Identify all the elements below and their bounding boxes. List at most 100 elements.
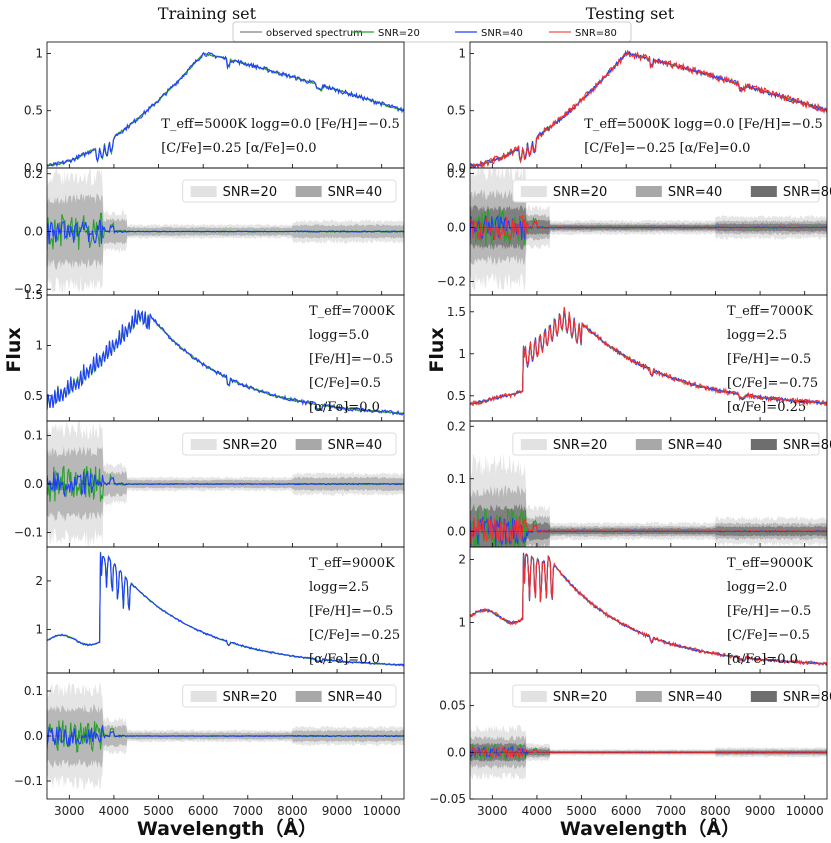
band-legend-label-snr20: SNR=20 [553,690,607,705]
band-legend-label-snr40: SNR=40 [668,690,722,705]
plot-area-L6 [47,682,404,790]
annotation-R3-1: logg=2.5 [727,328,787,343]
band-legend-label-snr20: SNR=20 [223,438,277,453]
y-tick-label-L1: 0.5 [24,104,43,118]
y-tick-label-L6: 0.1 [24,684,43,698]
y-tick-label-L3: 1 [35,338,43,352]
band-legend-label-snr40: SNR=40 [668,438,722,453]
annotation-L3-3: [C/Fe]=0.5 [309,376,381,391]
annotation-R1-0: T_eff=5000K logg=0.0 [Fe/H]=−0.5 [584,117,823,132]
annotation-L5-1: logg=2.5 [309,580,369,595]
annotation-R5-4: [α/Fe]=0.0 [727,652,798,667]
annotation-R3-2: [Fe/H]=−0.5 [727,352,811,367]
x-tick-label-R6: 10000 [786,804,824,818]
band-legend-swatch-snr20 [520,691,547,702]
x-tick-label-R6: 8000 [700,804,731,818]
band-legend-L6: SNR=20 SNR=40 [182,684,397,708]
y-tick-label-L6: −0.1 [14,774,43,788]
y-tick-label-L5: 1 [35,622,43,636]
spectrum-line-snr40-L3 [47,309,404,416]
y-tick-label-R5: 2 [458,553,466,567]
band-legend-swatch-snr80 [750,691,777,702]
band-legend-label-snr20: SNR=20 [223,690,277,705]
band-legend-label-snr20: SNR=20 [223,185,277,200]
annotation-R3-3: [C/Fe]=−0.75 [727,376,818,391]
residual-line-snr80-R4 [470,516,827,545]
y-tick-label-L3: 0.5 [24,389,43,403]
residual-line-snr40-L2 [47,219,404,244]
band-legend-label-snr80: SNR=80 [783,690,831,705]
residual-line-snr80-R2 [470,214,827,241]
x-tick-label-L6: 5000 [143,804,174,818]
y-tick-label-R6: 0.0 [447,745,466,759]
x-tick-label-L6: 7000 [233,804,264,818]
x-tick-label-L6: 4000 [99,804,130,818]
annotation-R5-2: [Fe/H]=−0.5 [727,604,811,619]
legend-label-snr40: SNR=40 [481,28,523,39]
y-tick-label-L2: −0.2 [14,282,43,296]
plot-area-R3 [470,306,827,407]
y-tick-label-L2: 0.0 [24,225,43,239]
band-legend-swatch-snr40 [635,691,662,702]
axes-frame-R6 [469,672,828,800]
y-tick-label-L4: 0.1 [24,429,43,443]
plot-area-R2 [470,168,827,293]
band-legend-swatch-snr40 [295,439,322,450]
annotation-L1-0: T_eff=5000K logg=0.0 [Fe/H]=−0.5 [161,117,400,132]
band-legend-swatch-snr40 [635,186,662,197]
x-tick-label-L6: 6000 [188,804,219,818]
residual-line-snr80-R6 [470,745,827,759]
annotation-L3-2: [Fe/H]=−0.5 [309,352,393,367]
y-tick-label-R1: 1 [458,46,466,60]
plot-area-R5 [470,552,827,667]
band-legend-swatch-snr40 [295,186,322,197]
y-tick-label-R1: 0.0 [447,161,466,175]
band-legend-swatch-snr40 [635,439,662,450]
annotation-R5-0: T_eff=9000K [727,556,813,571]
spectrum-line-snr40-R1 [470,49,827,168]
x-tick-label-R6: 6000 [611,804,642,818]
left-column-title: Training set [158,4,257,23]
panel-R2: SNR=20 SNR=40 SNR=80 −0.2 0.0 0.2 [437,166,831,296]
y-tick-label-R2: 0.0 [447,220,466,234]
y-tick-label-L1: 1 [35,46,43,60]
y-tick-label-R2: 0.2 [447,166,466,180]
legend-label-snr20: SNR=20 [378,28,420,39]
y-tick-label-R2: −0.2 [437,274,466,288]
panel-R5: T_eff=9000K logg=2.0 [Fe/H]=−0.5 [C/Fe]=−0.… [458,546,828,674]
band-legend-swatch-snr20 [190,439,217,450]
y-tick-label-R3: 1 [458,347,466,361]
series-legend: observed spectrum SNR=20 SNR=40 SNR=80 [232,21,632,43]
annotation-L1-1: [C/Fe]=0.25 [α/Fe]=0.0 [161,141,316,156]
plot-area-L3 [47,309,404,416]
x-tick-label-L6: 8000 [277,804,308,818]
y-tick-label-L1: 0.0 [24,161,43,175]
y-tick-label-R3: 0.5 [447,389,466,403]
y-tick-label-R4: 0.0 [447,524,466,538]
panel-L6: SNR=20 SNR=40 −0.1 0.0 0.1 3000 4000 5000 6000 70… [14,672,405,818]
x-tick-label-R6: 4000 [522,804,553,818]
right-column-title: Testing set [586,4,675,23]
spectrum-line-snr80-R5 [470,552,827,667]
annotation-L3-4: [α/Fe]=0.0 [309,400,380,415]
y-tick-label-L4: 0.0 [24,477,43,491]
x-tick-label-L6: 9000 [322,804,353,818]
annotation-L5-3: [C/Fe]=−0.25 [309,628,400,643]
annotation-R5-3: [C/Fe]=−0.5 [727,628,810,643]
annotation-R1-1: [C/Fe]=−0.25 [α/Fe]=0.0 [584,141,750,156]
x-tick-label-R6: 3000 [477,804,508,818]
y-tick-label-L3: 1.5 [24,288,43,302]
spectrum-line-snr40-L5 [47,552,404,667]
annotation-R3-4: [α/Fe]=0.25 [727,400,806,415]
y-tick-label-L6: 0.0 [24,729,43,743]
band-legend-swatch-snr20 [190,691,217,702]
plot-area-L2 [47,168,404,294]
band-legend-swatch-snr20 [520,186,547,197]
annotation-R5-1: logg=2.0 [727,580,787,595]
spectrum-line-snr80-R1 [470,49,827,168]
y-tick-label-R6: −0.05 [429,792,466,806]
y-tick-label-R3: 1.5 [447,305,466,319]
band-legend-L2: SNR=20 SNR=40 [182,179,397,203]
left-x-axis-label: Wavelength（Å） [137,816,317,840]
